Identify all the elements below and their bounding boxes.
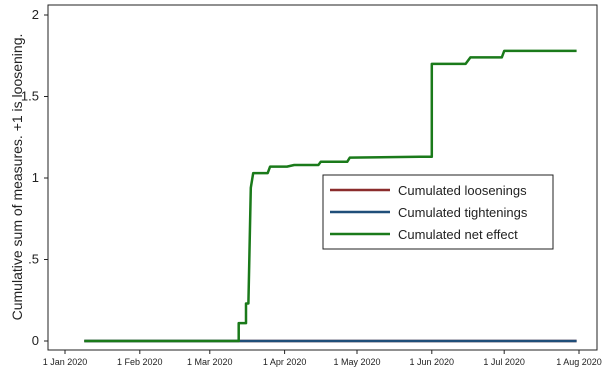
x-tick-label: 1 Mar 2020 bbox=[187, 357, 233, 367]
x-tick-label: 1 Apr 2020 bbox=[263, 357, 307, 367]
x-tick-label: 1 May 2020 bbox=[333, 357, 380, 367]
series-line-cumulated-net-effect bbox=[84, 49, 577, 343]
legend: Cumulated loosenings Cumulated tightening… bbox=[322, 174, 554, 250]
series-lines bbox=[84, 49, 577, 343]
x-axis: 1 Jan 2020 1 Feb 2020 1 Mar 2020 1 Apr 2020… bbox=[43, 350, 602, 367]
x-tick-label: 1 Feb 2020 bbox=[117, 357, 163, 367]
y-tick-label: 1 bbox=[32, 170, 39, 185]
legend-label-cumulated-tightenings: Cumulated tightenings bbox=[398, 205, 528, 220]
x-tick-label: 1 Aug 2020 bbox=[556, 357, 602, 367]
y-axis-title: Cumulative sum of measures. +1 is loosen… bbox=[9, 34, 25, 321]
y-tick-label: .5 bbox=[28, 252, 39, 267]
legend-label-cumulated-net-effect: Cumulated net effect bbox=[398, 227, 518, 242]
y-axis: 0 .5 1 1.5 2 bbox=[21, 7, 48, 348]
y-tick-label: 1.5 bbox=[21, 89, 39, 104]
y-tick-label: 2 bbox=[32, 7, 39, 22]
y-tick-label: 0 bbox=[32, 333, 39, 348]
x-tick-label: 1 Jun 2020 bbox=[410, 357, 455, 367]
x-tick-label: 1 Jan 2020 bbox=[43, 357, 88, 367]
x-tick-label: 1 Jul 2020 bbox=[483, 357, 525, 367]
legend-label-cumulated-loosenings: Cumulated loosenings bbox=[398, 183, 527, 198]
